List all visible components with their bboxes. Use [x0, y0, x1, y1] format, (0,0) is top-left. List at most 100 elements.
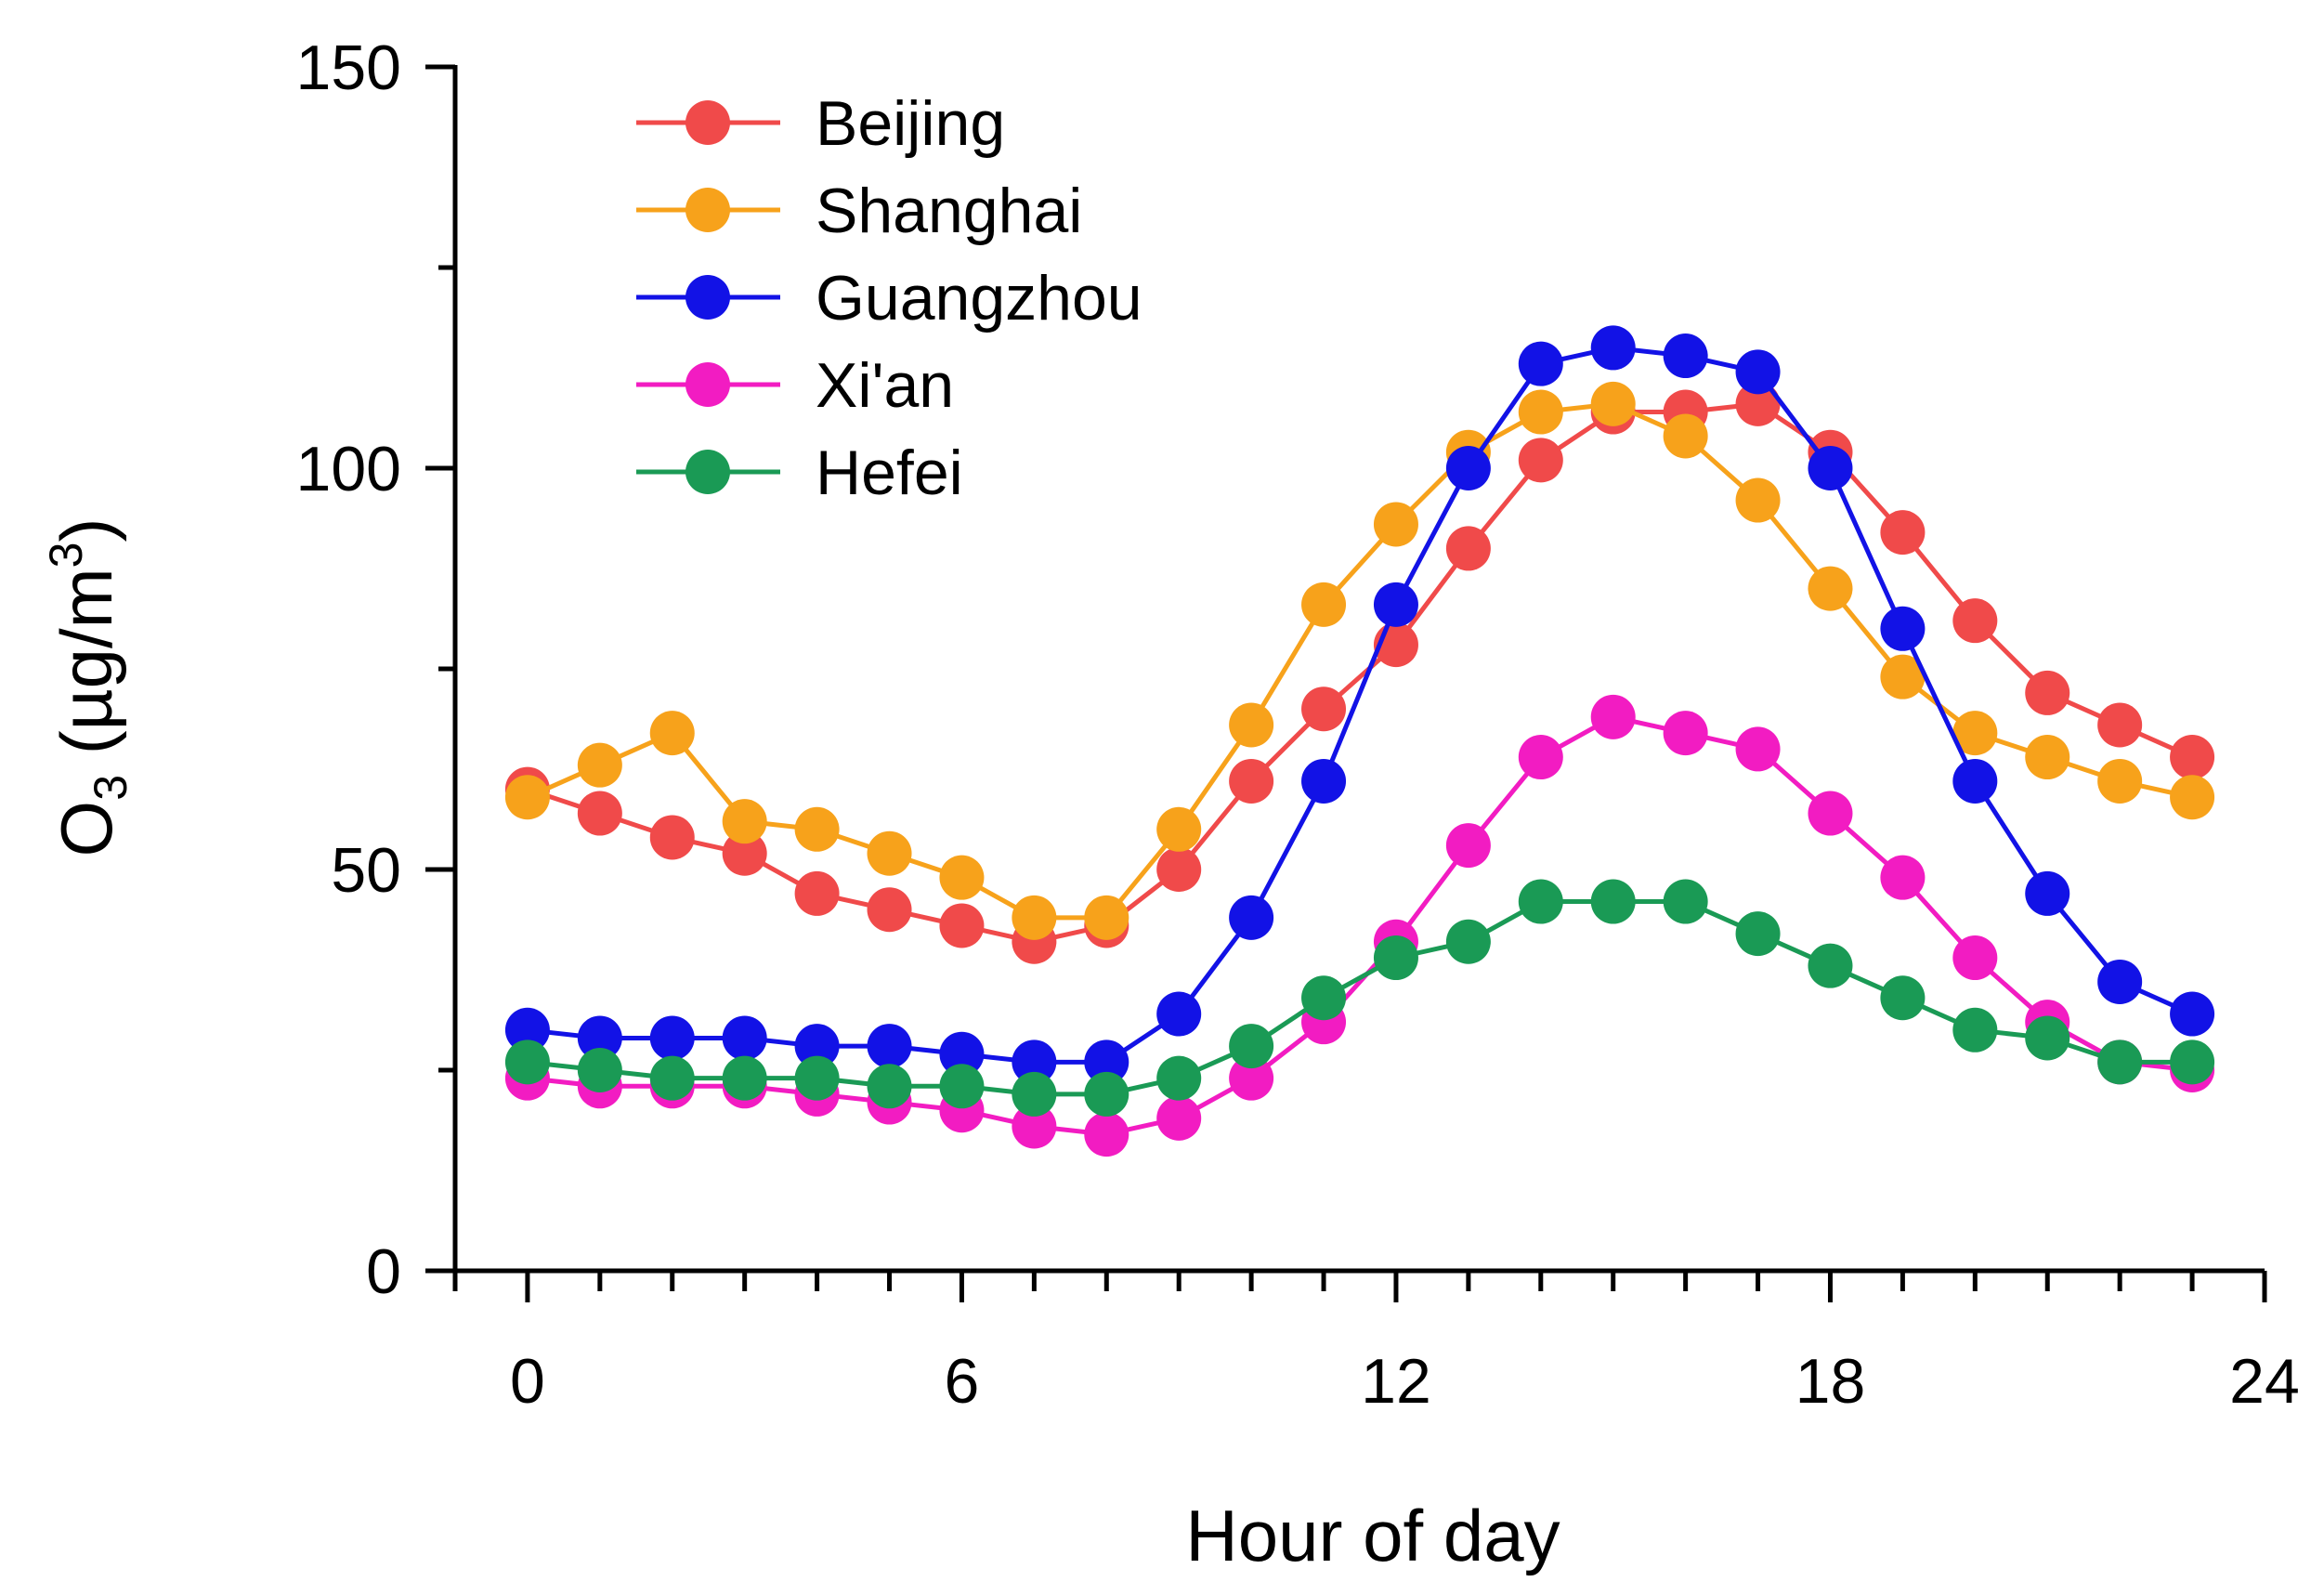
legend-item-guangzhou: Guangzhou	[636, 263, 1142, 333]
data-point-shanghai	[1012, 895, 1057, 940]
legend-item-hefei: Hefei	[636, 438, 963, 508]
data-point-guangzhou	[2170, 991, 2215, 1037]
data-point-guangzhou	[1808, 446, 1853, 490]
data-point-xi-an	[1518, 735, 1563, 780]
data-point-shanghai	[1156, 806, 1202, 852]
data-point-beijing	[2170, 735, 2215, 780]
data-point-shanghai	[1880, 654, 1926, 699]
data-point-beijing	[2025, 670, 2070, 715]
data-point-guangzhou	[1156, 991, 1202, 1037]
data-point-guangzhou	[577, 1015, 622, 1061]
data-point-guangzhou	[939, 1031, 985, 1077]
data-point-xi-an	[1590, 694, 1636, 739]
x-axis-title: Hour of day	[1185, 1495, 1560, 1576]
data-point-hefei	[1301, 975, 1347, 1021]
data-point-guangzhou	[504, 1007, 550, 1052]
data-point-shanghai	[1735, 477, 1781, 523]
data-point-beijing	[1880, 510, 1926, 556]
data-point-beijing	[722, 830, 767, 876]
data-point-hefei	[1663, 879, 1708, 924]
data-point-xi-an	[1084, 1112, 1129, 1157]
legend-item-beijing: Beijing	[636, 88, 1005, 159]
data-point-xi-an	[1880, 855, 1926, 900]
data-point-hefei	[1952, 1007, 1998, 1052]
data-point-guangzhou	[1735, 349, 1781, 395]
data-point-guangzhou	[1229, 895, 1274, 940]
y-tick-label: 150	[296, 33, 401, 103]
data-point-shanghai	[1229, 702, 1274, 748]
data-point-guangzhou	[1373, 582, 1418, 627]
data-point-xi-an	[1663, 711, 1708, 756]
data-point-hefei	[577, 1048, 622, 1092]
data-point-shanghai	[1301, 582, 1347, 627]
series-beijing	[504, 381, 2215, 964]
legend: Beijing Shanghai Guangzhou Xi'an Hefei	[636, 88, 1142, 508]
data-point-hefei	[1156, 1055, 1202, 1101]
data-point-shanghai	[722, 799, 767, 844]
data-point-xi-an	[1445, 823, 1491, 869]
data-point-guangzhou	[1952, 758, 1998, 804]
y-tick-label: 100	[296, 434, 401, 504]
series-shanghai	[504, 381, 2215, 940]
data-point-hefei	[867, 1064, 912, 1109]
x-tick-label: 12	[1361, 1346, 1431, 1417]
data-point-hefei	[2097, 1039, 2143, 1085]
legend-label: Beijing	[816, 88, 1005, 159]
x-tick-label: 0	[510, 1346, 545, 1417]
y-axis-title-suffix: )	[46, 518, 127, 543]
data-point-hefei	[1445, 919, 1491, 964]
data-point-xi-an	[1156, 1095, 1202, 1141]
y-axis-title: O3 (µg/m3)	[40, 518, 137, 857]
data-point-hefei	[1590, 879, 1636, 924]
legend-marker	[685, 450, 730, 494]
data-point-guangzhou	[722, 1015, 767, 1061]
data-point-beijing	[939, 903, 985, 948]
data-point-hefei	[1880, 975, 1926, 1021]
data-point-shanghai	[2097, 758, 2143, 804]
data-point-guangzhou	[1084, 1039, 1129, 1085]
data-point-hefei	[722, 1055, 767, 1101]
data-point-guangzhou	[1445, 446, 1491, 490]
legend-marker	[685, 188, 730, 232]
legend-item-shanghai: Shanghai	[636, 176, 1082, 246]
data-point-shanghai	[794, 806, 840, 852]
data-point-shanghai	[649, 711, 695, 756]
legend-item-xi-an: Xi'an	[636, 350, 954, 421]
data-point-shanghai	[1518, 389, 1563, 435]
data-point-shanghai	[2025, 735, 2070, 780]
y-axis-title-middle: (µg/m	[46, 568, 127, 775]
data-point-xi-an	[1012, 1104, 1057, 1149]
legend-label: Xi'an	[816, 350, 954, 421]
data-point-beijing	[2097, 702, 2143, 748]
legend-marker	[685, 100, 730, 145]
data-point-shanghai	[867, 830, 912, 876]
data-point-hefei	[794, 1055, 840, 1101]
data-point-guangzhou	[2025, 870, 2070, 916]
data-point-shanghai	[1663, 413, 1708, 459]
data-point-shanghai	[939, 855, 985, 900]
axes: 0 50 100 150 0 6 12 18 24	[296, 33, 2300, 1417]
data-point-hefei	[2025, 1015, 2070, 1061]
data-point-hefei	[1735, 911, 1781, 957]
data-point-beijing	[1156, 847, 1202, 892]
data-point-beijing	[577, 791, 622, 836]
data-point-guangzhou	[1301, 758, 1347, 804]
data-point-hefei	[1518, 879, 1563, 924]
data-point-beijing	[1445, 526, 1491, 571]
data-point-shanghai	[1373, 502, 1418, 547]
data-point-shanghai	[2170, 775, 2215, 820]
data-point-shanghai	[504, 775, 550, 820]
data-point-guangzhou	[1012, 1039, 1057, 1085]
series-layer	[504, 325, 2215, 1157]
data-point-beijing	[1229, 758, 1274, 804]
data-point-hefei	[2170, 1039, 2215, 1085]
x-tick-label: 6	[945, 1346, 980, 1417]
data-point-shanghai	[577, 742, 622, 788]
data-point-guangzhou	[649, 1015, 695, 1061]
data-point-xi-an	[1229, 1055, 1274, 1101]
data-point-hefei	[1808, 943, 1853, 988]
data-point-guangzhou	[867, 1024, 912, 1069]
data-point-beijing	[1735, 381, 1781, 426]
